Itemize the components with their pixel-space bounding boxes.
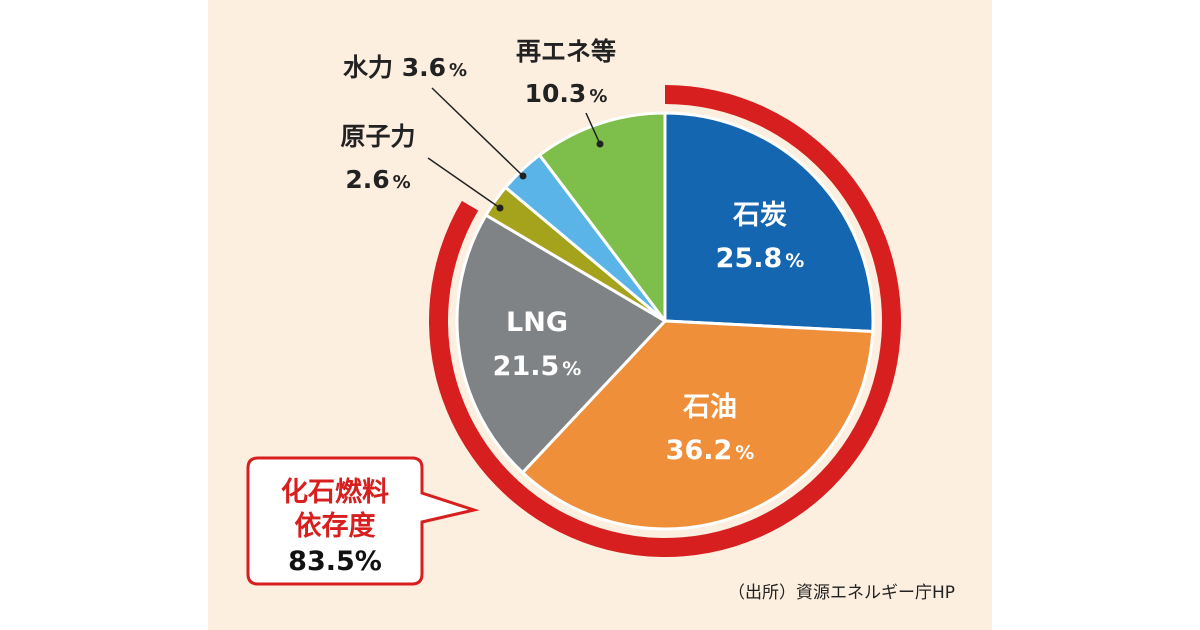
label-hydro: 水力 3.6% <box>343 53 467 82</box>
label-coal-value: 25.8% <box>716 243 805 274</box>
label-coal-name: 石炭 <box>732 200 787 231</box>
slice-unit: % <box>735 442 754 464</box>
leader-line-hydro <box>431 87 524 177</box>
label-lng-value: 21.5% <box>493 351 582 382</box>
callout-value: 83.5% <box>288 546 382 577</box>
slice-value: 10.3 <box>525 79 587 108</box>
label-renewables-value: 10.3% <box>525 79 608 108</box>
slice-lng <box>455 213 667 475</box>
slice-unit: % <box>589 86 607 107</box>
slice-unit: % <box>562 358 581 380</box>
leader-dot-hydro <box>519 172 527 180</box>
slice-unit: % <box>449 60 467 81</box>
slice-value: 25.8 <box>716 243 783 274</box>
leader-dot-renewables <box>596 140 604 148</box>
label-oil-value: 36.2% <box>666 435 755 466</box>
slice-value: 3.6 <box>402 53 446 82</box>
slice-unit: % <box>393 172 411 193</box>
label-nuclear-name: 原子力 <box>340 122 415 151</box>
label-oil-name: 石油 <box>682 392 737 423</box>
callout-title-line2: 依存度 <box>295 510 376 542</box>
label-renewables-name: 再エネ等 <box>516 37 616 66</box>
slice-value: 21.5 <box>493 351 560 382</box>
callout-title-line1: 化石燃料 <box>281 477 389 508</box>
slice-coal <box>663 111 875 333</box>
fossil-dependency-callout: 化石燃料 依存度 83.5% <box>246 456 480 586</box>
slice-renewables <box>538 111 667 323</box>
leader-line-renewables <box>585 112 601 145</box>
leader-dot-nuclear <box>496 204 504 212</box>
slice-name: 水力 <box>343 53 402 82</box>
leader-line-nuclear <box>427 157 501 209</box>
slice-oil <box>521 319 875 531</box>
label-lng-name: LNG <box>506 307 568 338</box>
label-nuclear-value: 2.6% <box>345 165 410 194</box>
slice-unit: % <box>785 250 804 272</box>
source-note: （出所）資源エネルギー庁HP <box>728 583 955 603</box>
slice-value: 2.6 <box>345 165 389 194</box>
callout-box <box>246 456 480 586</box>
slice-value: 36.2 <box>666 435 733 466</box>
